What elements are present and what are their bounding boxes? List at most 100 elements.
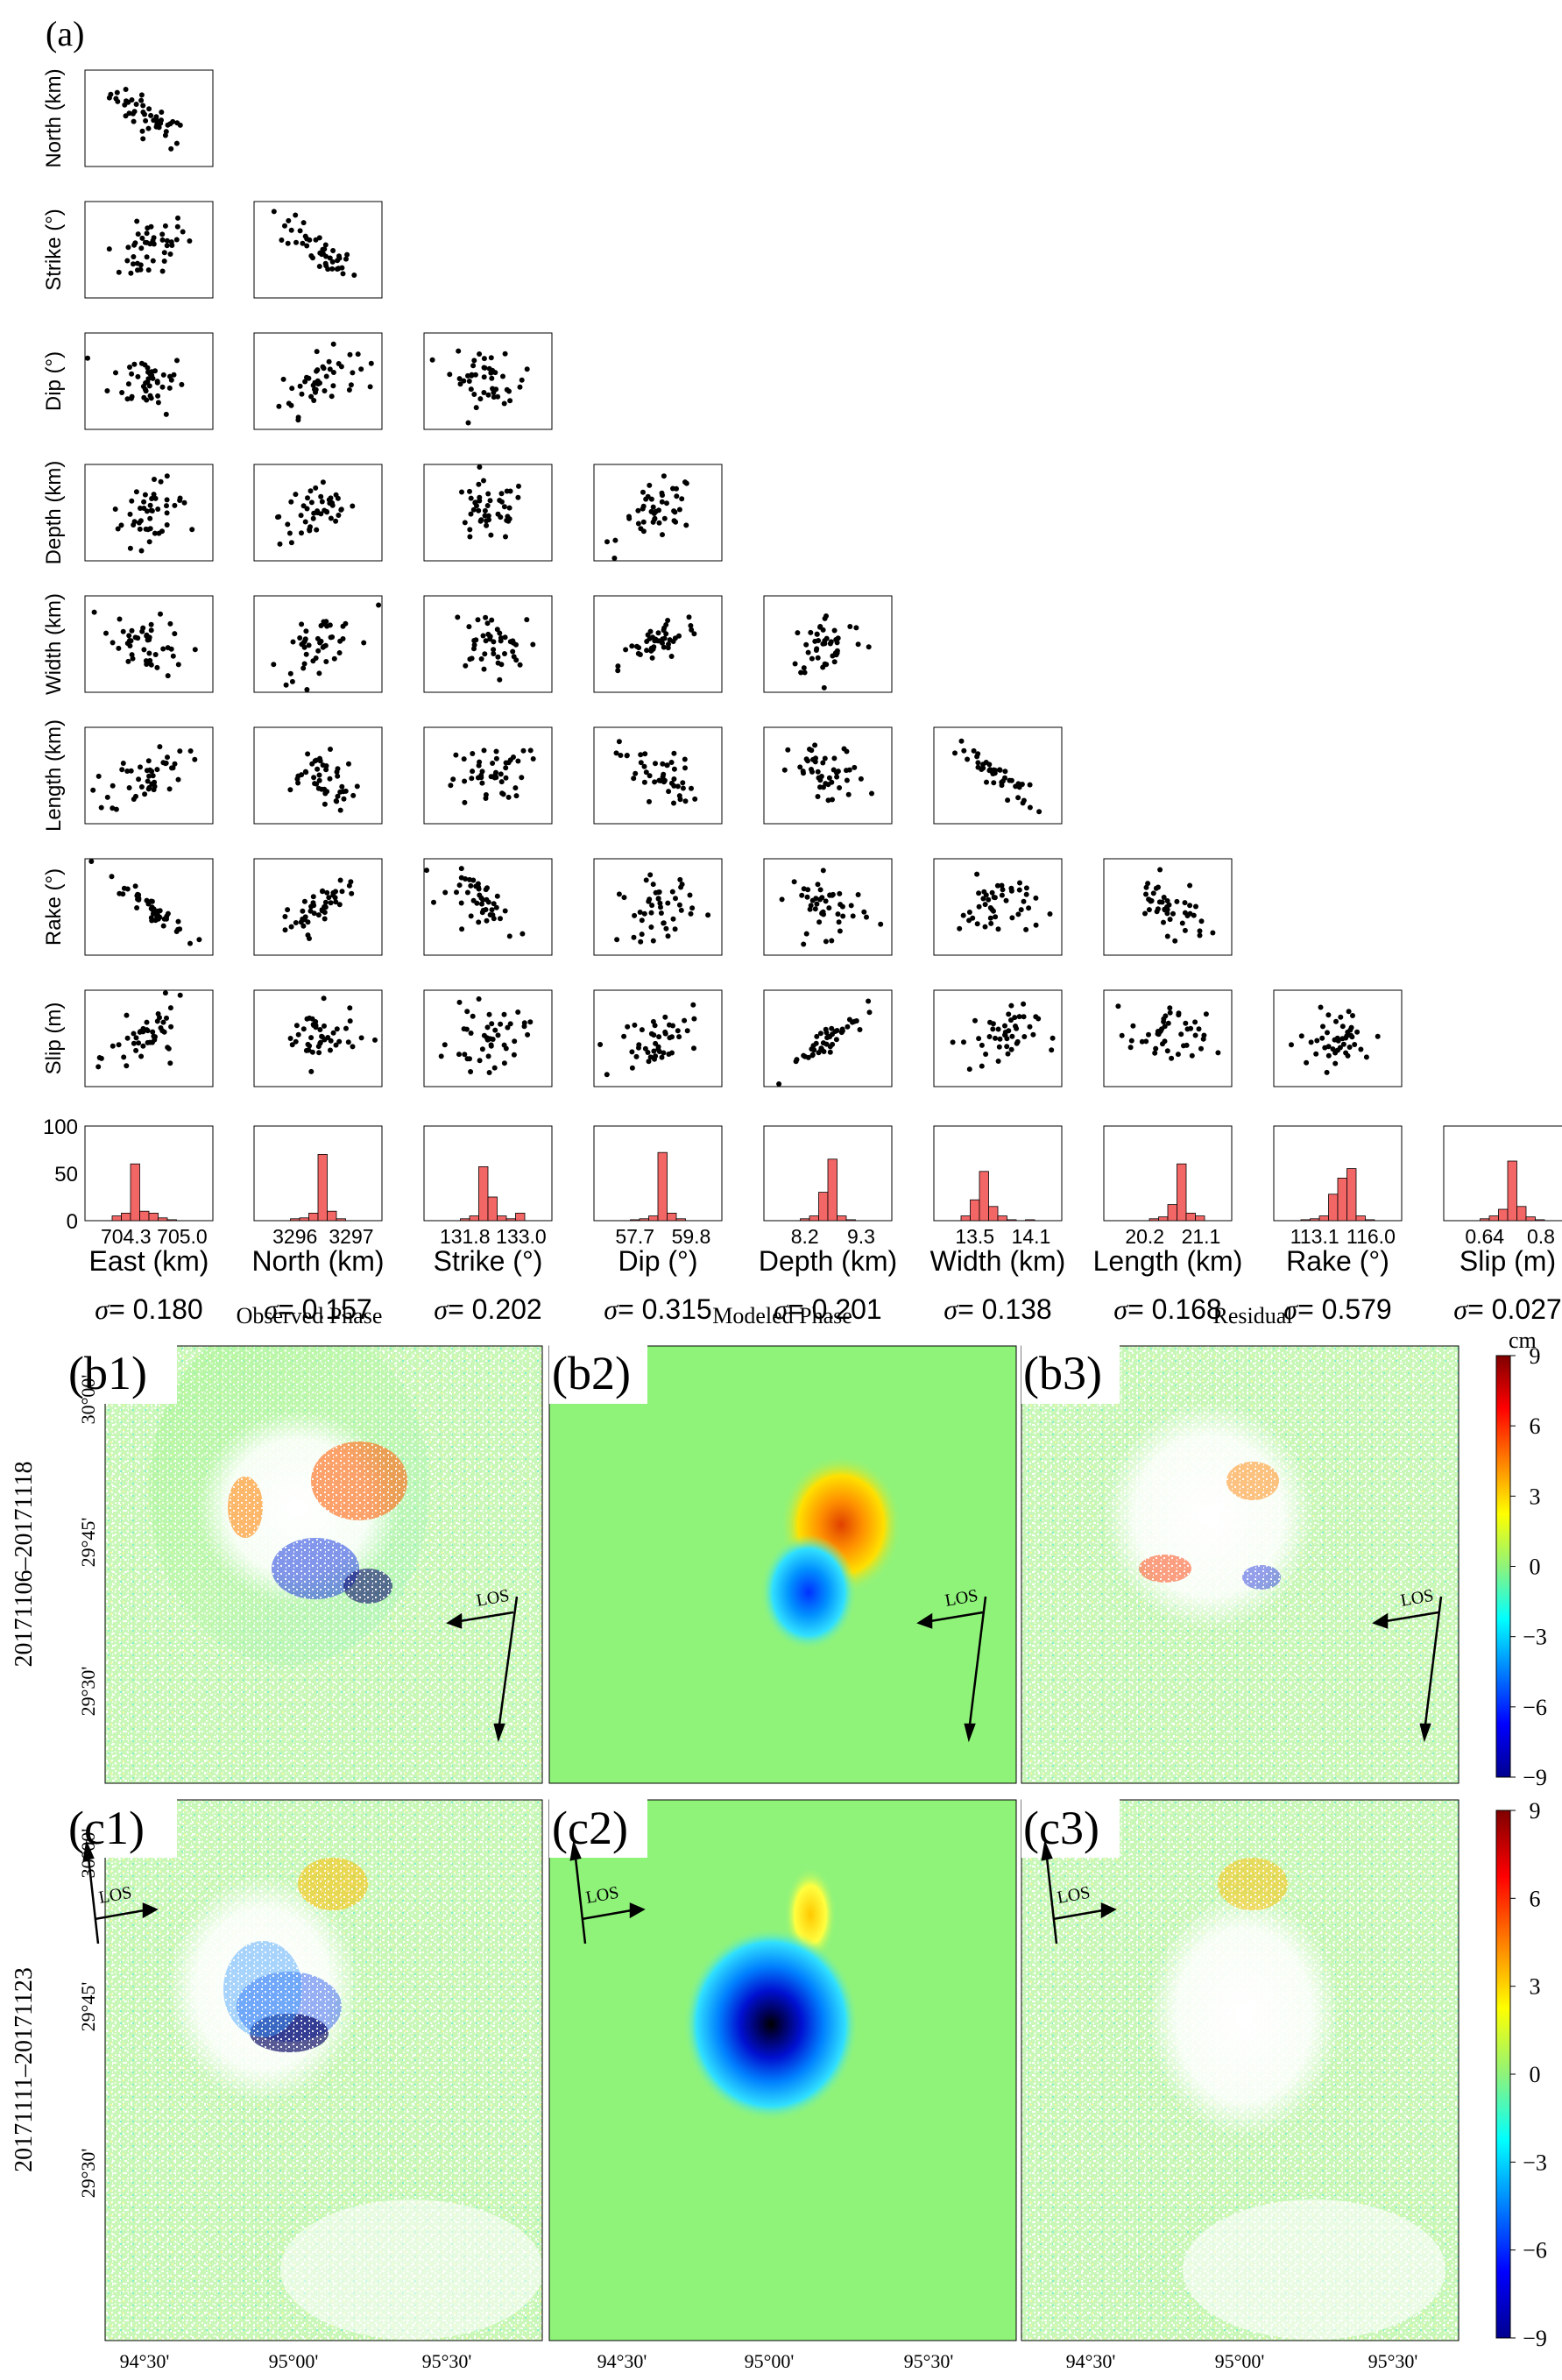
- sample-point: [670, 916, 676, 922]
- sample-point: [456, 882, 463, 889]
- sample-point: [462, 799, 468, 805]
- sample-point: [625, 1024, 631, 1030]
- sample-point: [289, 678, 295, 684]
- sample-point: [668, 780, 675, 786]
- sample-point: [835, 769, 841, 775]
- colorbar-tick: 9: [1530, 1798, 1541, 1824]
- sample-point: [175, 776, 181, 783]
- sample-point: [979, 767, 985, 772]
- sample-point: [164, 522, 170, 528]
- variable-label: Dip (°): [618, 1245, 697, 1277]
- sample-point: [835, 911, 841, 917]
- sample-point: [150, 258, 156, 264]
- sample-point: [346, 761, 351, 767]
- sample-point: [1189, 1052, 1195, 1059]
- sample-point: [122, 102, 128, 108]
- sigma-label: σ= 0.138: [944, 1293, 1051, 1325]
- sample-point: [647, 798, 652, 804]
- sample-point: [1201, 1032, 1207, 1038]
- sigma-label: σ= 0.157: [264, 1293, 371, 1325]
- sample-point: [179, 381, 185, 387]
- sample-point: [300, 220, 307, 226]
- sample-point: [145, 267, 152, 273]
- sample-point: [650, 1018, 656, 1024]
- sample-point: [345, 1039, 351, 1045]
- sample-point: [346, 387, 352, 393]
- sample-point: [1018, 907, 1024, 913]
- sample-point: [149, 496, 155, 501]
- sample-point: [621, 1033, 627, 1039]
- sample-point: [1162, 907, 1168, 913]
- sample-point: [655, 896, 661, 902]
- sample-point: [313, 389, 318, 395]
- sample-point: [138, 266, 144, 273]
- sample-point: [124, 769, 131, 774]
- sample-point: [1164, 898, 1170, 903]
- sample-point: [640, 489, 646, 495]
- sample-point: [662, 1031, 668, 1037]
- sample-point: [830, 797, 835, 803]
- sample-point: [656, 777, 662, 783]
- sample-point: [169, 243, 175, 248]
- sample-point: [515, 494, 521, 500]
- sample-point: [831, 659, 838, 665]
- sample-point: [481, 356, 487, 362]
- histogram-bar: [1480, 1218, 1490, 1222]
- sample-point: [323, 763, 329, 769]
- sample-point: [1023, 891, 1029, 897]
- sample-point: [145, 365, 151, 371]
- sample-point: [472, 499, 478, 506]
- sample-point: [986, 896, 992, 903]
- sample-point: [299, 621, 305, 627]
- sample-point: [1346, 1009, 1352, 1015]
- sample-point: [470, 769, 476, 775]
- sample-point: [324, 889, 330, 896]
- sample-point: [527, 1019, 534, 1025]
- sample-point: [990, 1026, 996, 1032]
- sample-point: [1203, 1011, 1209, 1017]
- sample-point: [641, 763, 647, 769]
- histogram-bar: [487, 1196, 498, 1222]
- sample-point: [154, 664, 160, 670]
- sample-point: [781, 767, 788, 773]
- sample-point: [688, 910, 694, 917]
- sample-point: [650, 519, 656, 525]
- sample-point: [119, 390, 125, 395]
- sample-point: [824, 1035, 830, 1041]
- sample-point: [520, 747, 527, 754]
- sample-point: [852, 764, 858, 770]
- sample-point: [844, 748, 850, 754]
- histogram-bar: [515, 1213, 526, 1222]
- sample-point: [429, 357, 435, 363]
- sample-point: [477, 464, 483, 470]
- sample-point: [1153, 1045, 1159, 1052]
- sample-point: [1172, 938, 1178, 944]
- sample-point: [138, 784, 145, 790]
- sample-point: [637, 910, 643, 915]
- sample-point: [1143, 1038, 1149, 1045]
- sample-point: [1021, 898, 1027, 904]
- sample-point: [308, 1068, 315, 1074]
- sample-point: [143, 658, 149, 664]
- sample-point: [1198, 918, 1205, 924]
- sample-point: [648, 910, 654, 916]
- sample-point: [133, 102, 139, 107]
- sample-point: [1000, 887, 1006, 893]
- sample-point: [138, 1053, 145, 1059]
- sample-point: [372, 1037, 378, 1043]
- sample-point: [1164, 933, 1170, 939]
- sample-point: [817, 1031, 823, 1037]
- sample-point: [1164, 910, 1170, 917]
- sample-point: [147, 502, 153, 508]
- sample-point: [124, 396, 131, 402]
- sample-point: [649, 903, 655, 909]
- sample-point: [974, 871, 980, 877]
- panel-label-c3: (c3): [1023, 1802, 1099, 1854]
- histogram-bar: [158, 1217, 168, 1222]
- sample-point: [1188, 1025, 1194, 1031]
- sample-point: [516, 483, 521, 489]
- colorbar-tick: −9: [1523, 2326, 1547, 2351]
- sample-point: [177, 748, 183, 754]
- sample-point: [141, 647, 147, 653]
